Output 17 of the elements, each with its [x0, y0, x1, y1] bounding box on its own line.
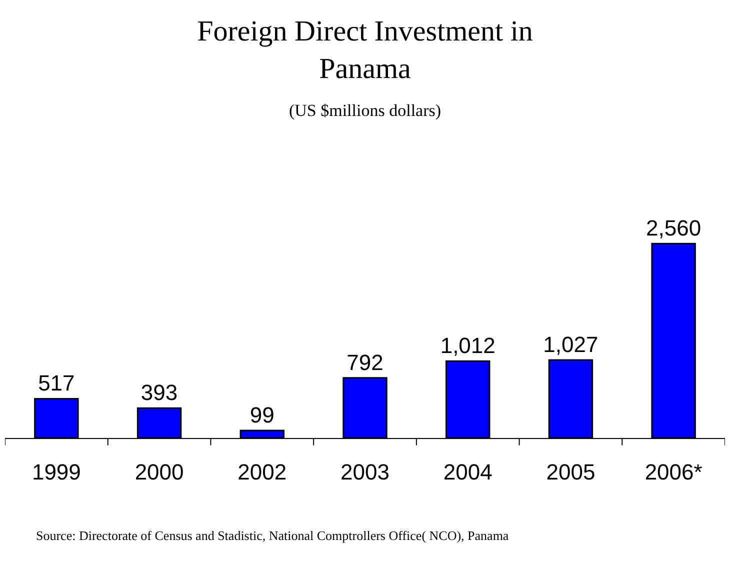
data-label: 517: [38, 370, 75, 396]
x-tick-label: 2004: [443, 459, 492, 484]
chart-title: Foreign Direct Investment in Panama: [197, 15, 534, 86]
data-label: 1,027: [543, 332, 598, 358]
x-tick-label: 2002: [238, 459, 287, 484]
x-tick-label: 2006*: [644, 459, 703, 484]
data-label: 2,560: [646, 216, 702, 241]
x-tick-label: 2003: [340, 459, 390, 484]
data-label: 1,012: [440, 333, 496, 358]
x-tick-label: 2000: [134, 459, 184, 484]
source-note: Source: Directorate of Census and Stadistic, National Comptrollers Office( NCO), Panama: [36, 528, 509, 543]
data-label: 99: [250, 402, 274, 428]
data-label: 792: [346, 350, 384, 375]
x-tick-label: 2005: [546, 459, 596, 484]
data-label: 393: [140, 380, 178, 406]
x-tick-label: 1999: [32, 459, 81, 484]
chart-subtitle: (US $millions dollars): [288, 100, 442, 120]
